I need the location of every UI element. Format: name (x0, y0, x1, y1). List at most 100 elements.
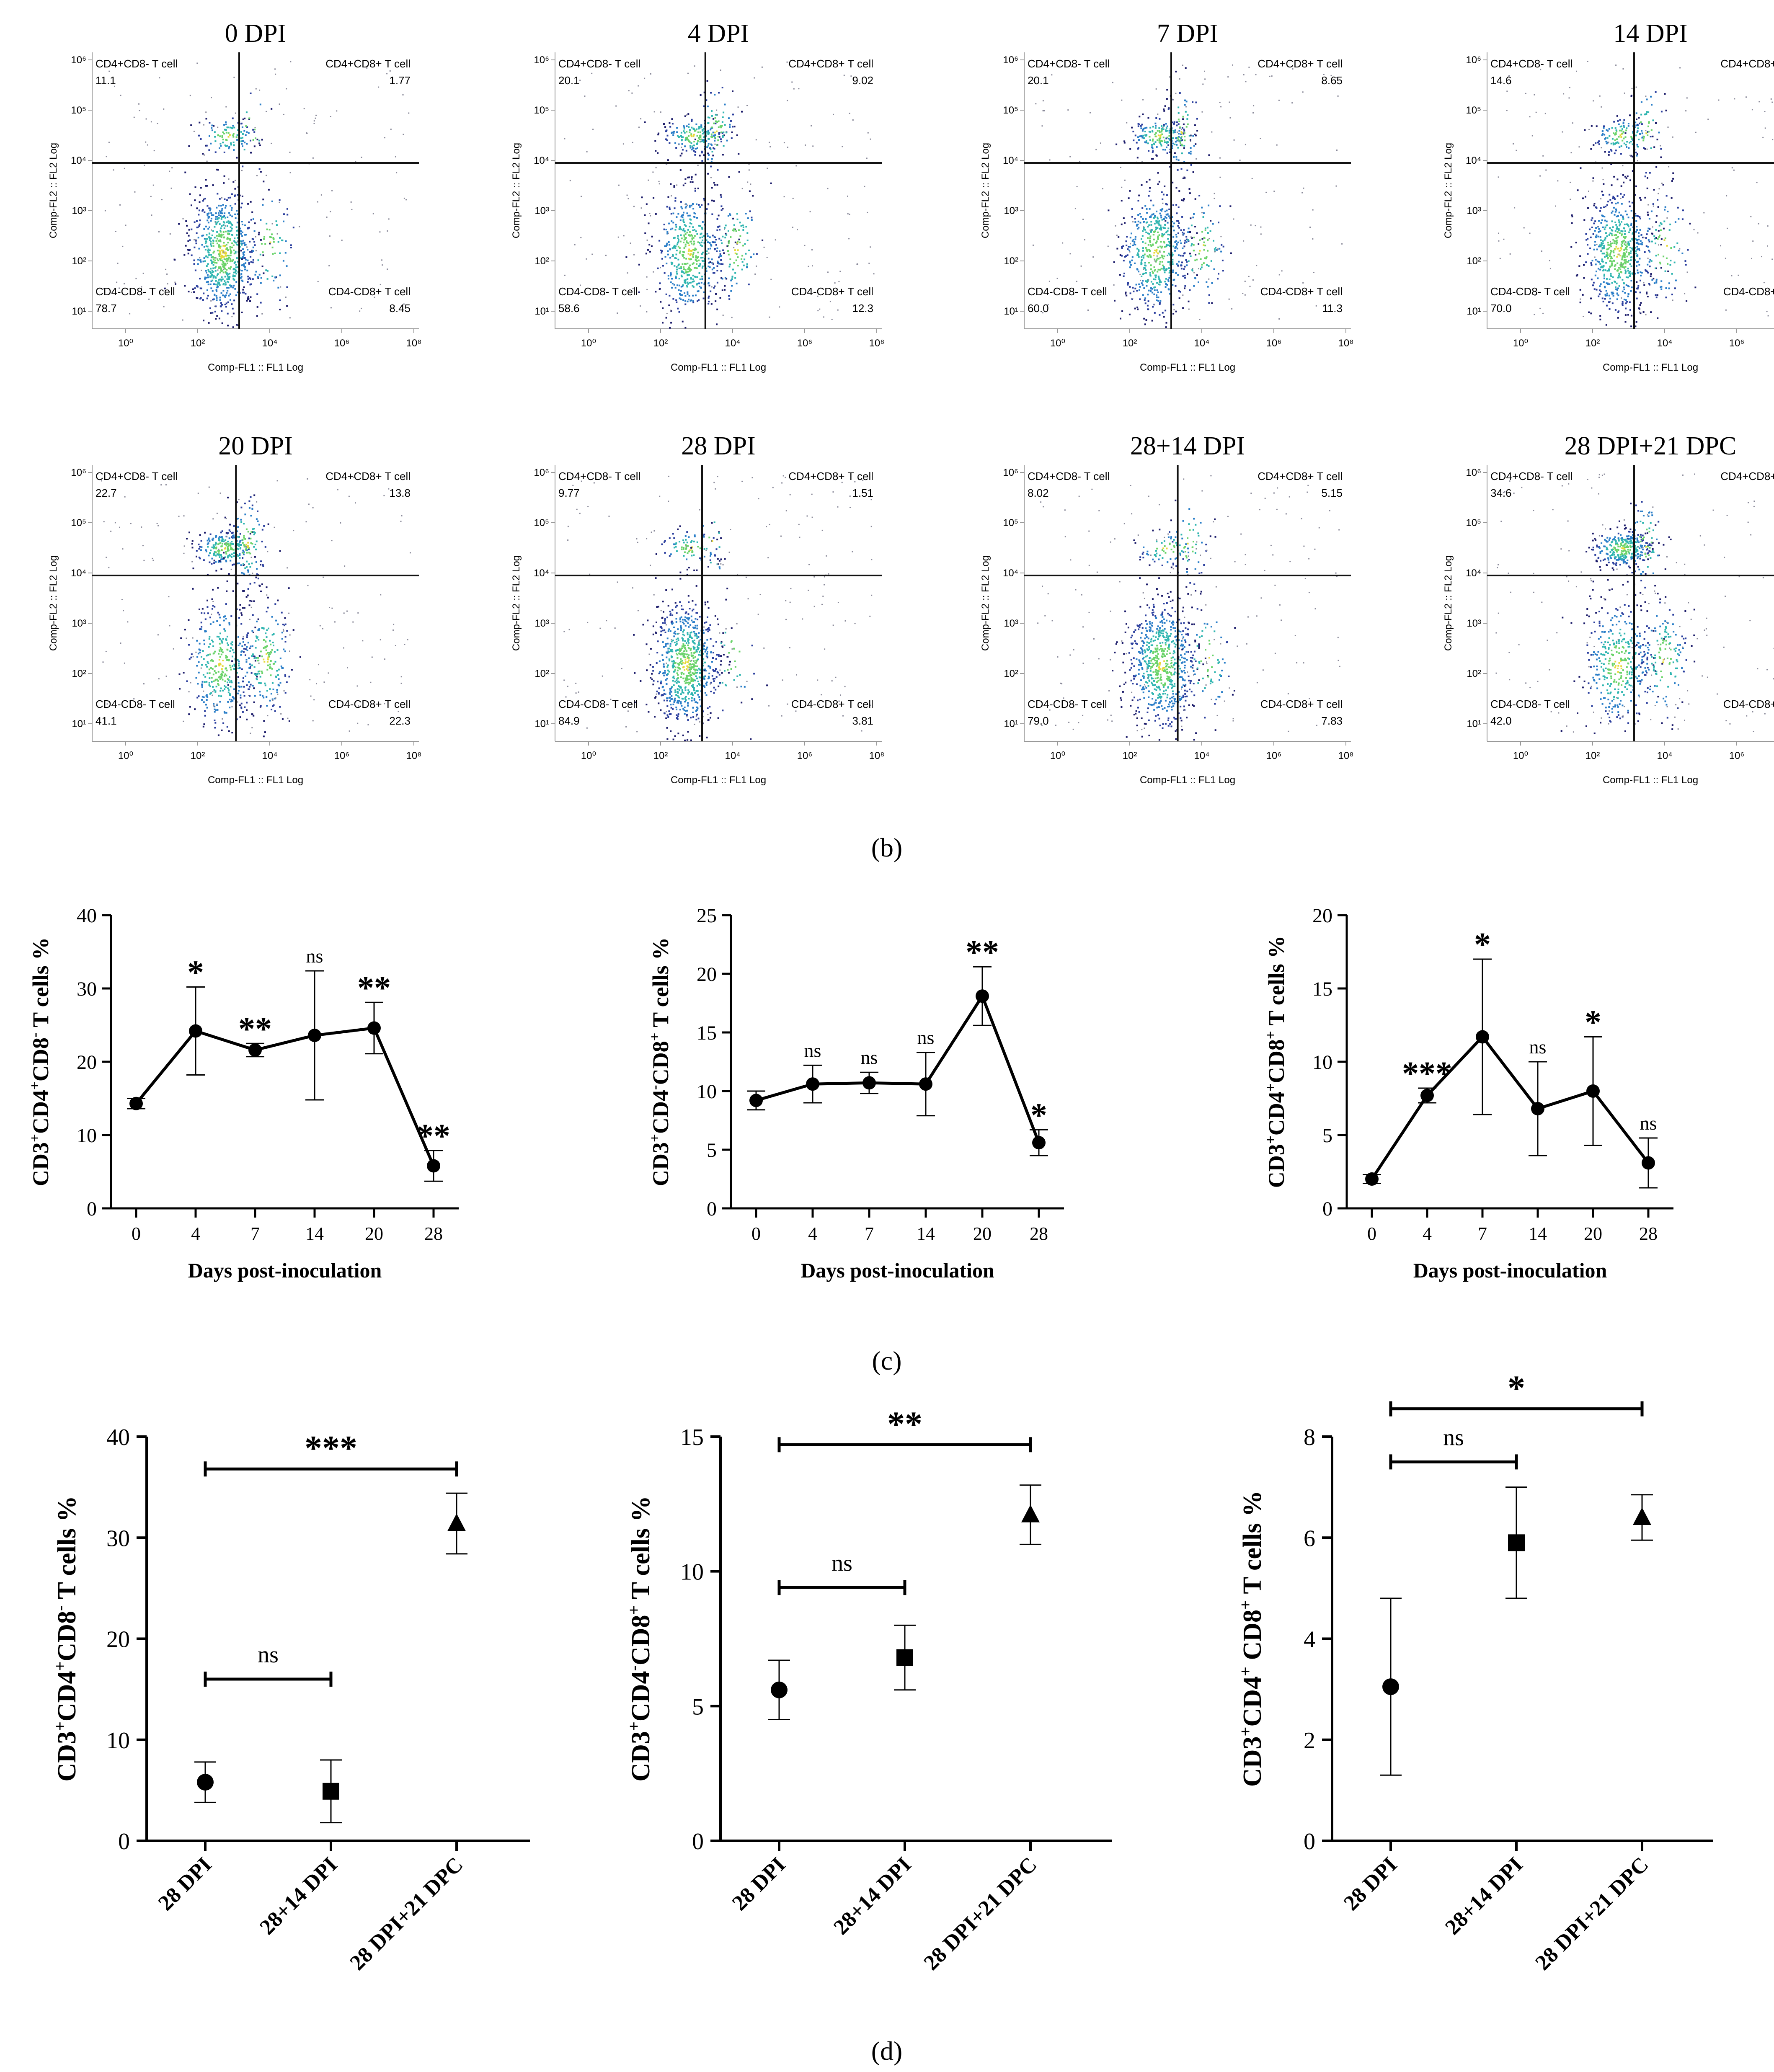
x-tick-label: 10⁰ (118, 750, 133, 761)
quadrant-name-ll: CD4-CD8- T cell (96, 285, 175, 298)
series-line (136, 1028, 434, 1166)
data-point (771, 1682, 788, 1698)
significance-label: ** (417, 1118, 450, 1155)
y-tick-label: 10⁶ (71, 467, 86, 478)
y-tick-label: 0 (692, 1829, 704, 1855)
y-tick-label: 15 (1312, 978, 1332, 1000)
quadrant-value-ul: 20.1 (558, 74, 580, 87)
y-tick-label: 40 (77, 905, 97, 927)
quadrant-value-ul: 34.6 (1490, 487, 1512, 499)
panel-c-label: (c) (872, 1346, 901, 1375)
y-tick-label: 10⁶ (1466, 467, 1481, 478)
y-axis-label: CD3+CD4+CD8- T cells % (26, 937, 53, 1186)
y-axis-label: Comp-FL2 :: FL2 Log (511, 143, 522, 238)
data-point (1633, 1507, 1651, 1525)
x-tick-label: 10⁰ (1513, 338, 1528, 349)
flow-plot-title: 28 DPI (681, 432, 755, 460)
quadrant-name-ll: CD4-CD8- T cell (1028, 698, 1107, 710)
y-axis-label: CD3+CD4-CD8+ T cells % (646, 937, 673, 1186)
x-tick-label: 10⁶ (334, 338, 350, 349)
x-tick-label: 10⁸ (1338, 750, 1354, 761)
x-tick-label: 14 (917, 1223, 935, 1244)
quadrant-name-ul: CD4+CD8- T cell (96, 470, 178, 483)
y-tick-label: 30 (106, 1525, 130, 1551)
data-point (1508, 1534, 1525, 1551)
y-tick-label: 10² (72, 668, 86, 679)
data-point (129, 1097, 143, 1110)
x-axis-label: Comp-FL1 :: FL1 Log (1603, 362, 1698, 373)
data-point (189, 1024, 202, 1038)
x-axis-label: Days post-inoculation (188, 1259, 382, 1282)
quadrant-name-ur: CD4+CD8+ T cell (1258, 470, 1343, 483)
quadrant-value-ll: 84.9 (558, 715, 580, 727)
x-tick-label: 10² (191, 338, 205, 349)
quadrant-name-ul: CD4+CD8- T cell (96, 57, 178, 70)
flow-plot-title: 20 DPI (218, 432, 292, 460)
quadrant-value-ul: 11.1 (96, 74, 116, 87)
y-tick-label: 10 (106, 1728, 130, 1754)
quadrant-value-ll: 41.1 (96, 715, 117, 727)
quadrant-value-lr: 12.3 (852, 302, 873, 315)
y-tick-label: 10⁴ (534, 155, 549, 166)
flow-plot-title: 4 DPI (688, 19, 749, 48)
y-tick-label: 10⁵ (71, 105, 86, 116)
significance-label: ns (1443, 1424, 1464, 1450)
x-tick-label: 0 (132, 1223, 141, 1244)
x-tick-label: 4 (191, 1223, 200, 1244)
y-tick-label: 10³ (1467, 205, 1481, 217)
y-tick-label: 6 (1304, 1525, 1315, 1551)
y-tick-label: 40 (106, 1424, 130, 1450)
y-tick-label: 10⁶ (534, 467, 549, 478)
y-tick-label: 10² (72, 255, 86, 267)
x-tick-label: 4 (808, 1223, 817, 1244)
y-tick-label: 10³ (72, 205, 86, 217)
significance-label: ns (861, 1047, 878, 1068)
y-axis-label: Comp-FL2 :: FL2 Log (511, 555, 522, 651)
x-axis-label: Comp-FL1 :: FL1 Log (671, 362, 766, 373)
data-point (806, 1077, 819, 1091)
significance-label: ns (804, 1040, 821, 1061)
x-tick-label: 7 (1478, 1223, 1487, 1244)
data-point (447, 1513, 466, 1531)
x-tick-label: 10⁴ (262, 338, 277, 349)
data-point (1642, 1156, 1655, 1170)
x-tick-label: 20 (1584, 1223, 1602, 1244)
y-tick-label: 10³ (535, 205, 549, 217)
quadrant-value-ul: 22.7 (96, 487, 117, 499)
quadrant-name-lr: CD4-CD8+ T cell (791, 285, 873, 298)
y-tick-label: 30 (77, 978, 97, 1000)
significance-label: * (1474, 926, 1491, 963)
y-tick-label: 10⁵ (1466, 105, 1481, 116)
significance-label: ** (238, 1011, 272, 1048)
x-tick-label: 10⁶ (797, 750, 813, 761)
quadrant-value-ll: 70.0 (1490, 302, 1512, 315)
y-tick-label: 20 (106, 1627, 130, 1653)
significance-label: ns (306, 945, 323, 967)
y-tick-label: 10¹ (1004, 718, 1018, 730)
x-axis-label: Comp-FL1 :: FL1 Log (1603, 774, 1698, 786)
data-point (427, 1159, 440, 1173)
y-tick-label: 20 (697, 963, 717, 986)
data-point (367, 1022, 381, 1035)
x-tick-label: 28 DPI+21 DPC (345, 1853, 467, 1975)
x-axis-label: Comp-FL1 :: FL1 Log (1140, 362, 1235, 373)
y-tick-label: 10² (1004, 255, 1018, 267)
flow-plot-title: 14 DPI (1613, 19, 1687, 48)
quadrant-name-ur: CD4+CD8+ T cell (788, 57, 873, 70)
data-point (1365, 1172, 1379, 1186)
x-tick-label: 10⁰ (1513, 750, 1528, 761)
y-tick-label: 5 (692, 1694, 704, 1720)
quadrant-value-ul: 9.77 (558, 487, 580, 499)
x-tick-label: 10⁴ (1657, 338, 1672, 349)
x-tick-label: 10⁶ (1266, 338, 1282, 349)
quadrant-value-ur: 5.15 (1321, 487, 1343, 499)
quadrant-value-ul: 20.1 (1028, 74, 1049, 87)
quadrant-value-lr: 22.3 (389, 715, 411, 727)
y-tick-label: 4 (1304, 1627, 1315, 1653)
x-tick-label: 10⁸ (869, 750, 885, 761)
